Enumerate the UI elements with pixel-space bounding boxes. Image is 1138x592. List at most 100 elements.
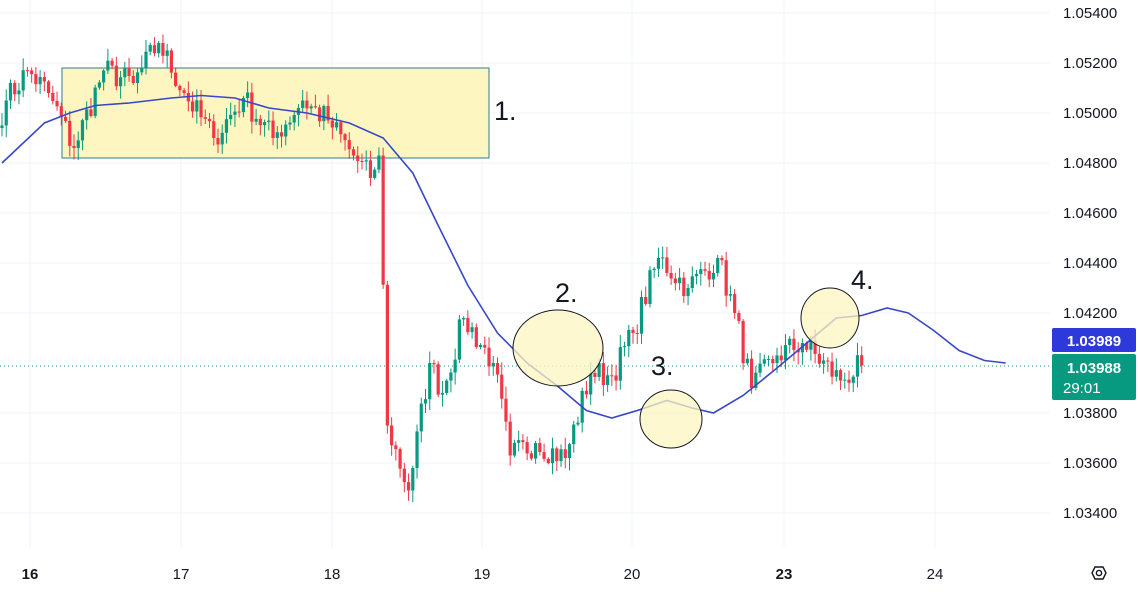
- candle-body: [826, 360, 830, 362]
- candle-body: [229, 114, 233, 120]
- candle-body: [161, 43, 165, 56]
- candle-body: [614, 375, 618, 381]
- candle-body: [445, 380, 449, 393]
- candle-body: [144, 51, 148, 68]
- candle-body: [262, 122, 267, 126]
- candle-body: [483, 344, 487, 348]
- candle-body: [195, 100, 199, 112]
- candle-body: [534, 443, 538, 459]
- candle-body: [555, 448, 559, 462]
- candle-body: [4, 100, 8, 126]
- y-tick-label: 1.04400: [1063, 255, 1117, 272]
- candle-body: [360, 160, 364, 162]
- candle-body: [665, 257, 669, 273]
- candle-body: [0, 125, 4, 128]
- candle-body: [699, 269, 703, 274]
- highlight-layer: [61, 67, 490, 159]
- y-tick-label: 1.04800: [1063, 155, 1117, 172]
- candle-body: [110, 60, 114, 66]
- candle-body: [169, 50, 173, 73]
- candle-body: [309, 106, 313, 109]
- y-tick-label: 1.04200: [1063, 305, 1117, 322]
- candle-body: [610, 375, 614, 377]
- candle-body: [512, 442, 517, 456]
- candle-body: [216, 138, 220, 145]
- annotation-label: 4.: [851, 265, 874, 295]
- candle-body: [449, 372, 453, 381]
- candle-body: [46, 81, 51, 93]
- candle-body: [419, 403, 423, 432]
- bar-countdown: 29:01: [1063, 380, 1101, 397]
- candle-body: [85, 109, 89, 121]
- x-tick-label: 24: [927, 566, 944, 583]
- candle-body: [694, 273, 699, 277]
- candle-body: [250, 92, 254, 122]
- candle-body: [800, 343, 805, 353]
- candle-body: [584, 390, 589, 395]
- candle-body: [766, 359, 771, 361]
- candle-body: [843, 379, 847, 381]
- candle-body: [394, 445, 398, 450]
- annotation-circle: [512, 309, 604, 387]
- x-tick-label: 23: [776, 566, 793, 583]
- candle-body: [330, 120, 334, 128]
- x-tick-label: 17: [173, 566, 190, 583]
- candle-body: [131, 76, 135, 83]
- candle-body: [356, 155, 360, 161]
- candle-body: [635, 333, 639, 334]
- candle-body: [517, 440, 521, 443]
- candle-body: [644, 296, 648, 305]
- candle-body: [745, 358, 749, 364]
- candle-body: [466, 318, 470, 333]
- candle-body: [8, 82, 13, 101]
- candle-body: [589, 373, 593, 395]
- candle-body: [334, 122, 339, 128]
- x-axis: 16 17 18 19 20 23 24: [22, 566, 944, 583]
- x-tick-label: 16: [22, 566, 39, 583]
- candle-body: [415, 431, 419, 468]
- candle-body: [546, 458, 550, 464]
- candle-body: [267, 120, 271, 123]
- candle-body: [152, 45, 157, 54]
- candle-body: [838, 370, 843, 381]
- candle-body: [495, 363, 500, 375]
- candle-body: [453, 359, 457, 373]
- candle-body: [521, 440, 525, 443]
- candle-body: [788, 338, 792, 346]
- last-price-value: 1.03988: [1067, 360, 1121, 377]
- candle-body: [135, 72, 140, 83]
- candle-body: [682, 277, 686, 297]
- y-tick-label: 1.03600: [1063, 455, 1117, 472]
- candle-body: [212, 121, 216, 138]
- candle-body: [288, 122, 292, 125]
- candle-body: [72, 145, 76, 148]
- candle-body: [631, 329, 635, 333]
- candle-body: [661, 257, 665, 259]
- candle-body: [313, 106, 317, 108]
- candle-body: [656, 258, 661, 269]
- candle-body: [733, 294, 737, 313]
- candle-body: [457, 319, 461, 360]
- chart-settings-icon[interactable]: [1091, 566, 1107, 580]
- candle-body: [563, 449, 567, 458]
- candle-body: [783, 345, 788, 361]
- candle-body: [182, 90, 186, 93]
- y-tick-label: 1.05000: [1063, 105, 1117, 122]
- candle-body: [292, 114, 296, 123]
- candle-body: [241, 98, 245, 113]
- candle-body: [25, 70, 30, 72]
- candle-body: [478, 344, 483, 348]
- candle-body: [157, 43, 161, 54]
- y-tick-label: 1.03800: [1063, 405, 1117, 422]
- candle-body: [762, 359, 766, 364]
- candle-body: [462, 318, 466, 320]
- candle-body: [474, 327, 478, 348]
- candle-body: [59, 106, 63, 117]
- candle-body: [813, 340, 817, 354]
- ma-price-tag: [1052, 328, 1136, 352]
- candle-body: [711, 273, 716, 280]
- candle-body: [174, 72, 178, 86]
- candle-body: [572, 424, 576, 445]
- candle-body: [639, 296, 644, 334]
